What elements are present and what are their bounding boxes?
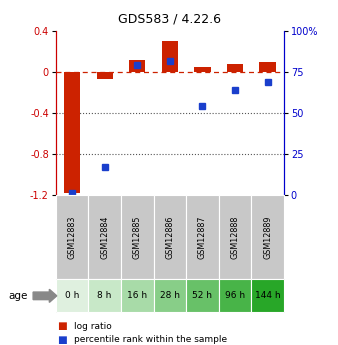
Bar — [162, 41, 178, 72]
Bar — [260, 62, 276, 72]
Bar — [194, 67, 211, 72]
Text: GSM12886: GSM12886 — [165, 216, 174, 259]
Text: 8 h: 8 h — [97, 291, 112, 300]
Text: ■: ■ — [57, 321, 67, 331]
Text: ■: ■ — [57, 335, 67, 345]
Text: 96 h: 96 h — [225, 291, 245, 300]
Text: 28 h: 28 h — [160, 291, 180, 300]
Text: GSM12888: GSM12888 — [231, 216, 240, 259]
Bar — [227, 64, 243, 72]
Text: log ratio: log ratio — [74, 322, 112, 331]
Text: 144 h: 144 h — [255, 291, 281, 300]
Text: GSM12887: GSM12887 — [198, 215, 207, 259]
Text: percentile rank within the sample: percentile rank within the sample — [74, 335, 227, 344]
Text: GSM12889: GSM12889 — [263, 215, 272, 259]
Text: 0 h: 0 h — [65, 291, 79, 300]
Bar — [129, 60, 145, 72]
Text: age: age — [8, 291, 28, 301]
Bar — [97, 72, 113, 79]
Text: GSM12883: GSM12883 — [68, 216, 77, 259]
Text: GSM12885: GSM12885 — [133, 215, 142, 259]
Text: 52 h: 52 h — [192, 291, 213, 300]
Text: 16 h: 16 h — [127, 291, 147, 300]
Bar — [64, 72, 80, 193]
Text: GSM12884: GSM12884 — [100, 216, 109, 259]
Text: GDS583 / 4.22.6: GDS583 / 4.22.6 — [118, 12, 220, 25]
